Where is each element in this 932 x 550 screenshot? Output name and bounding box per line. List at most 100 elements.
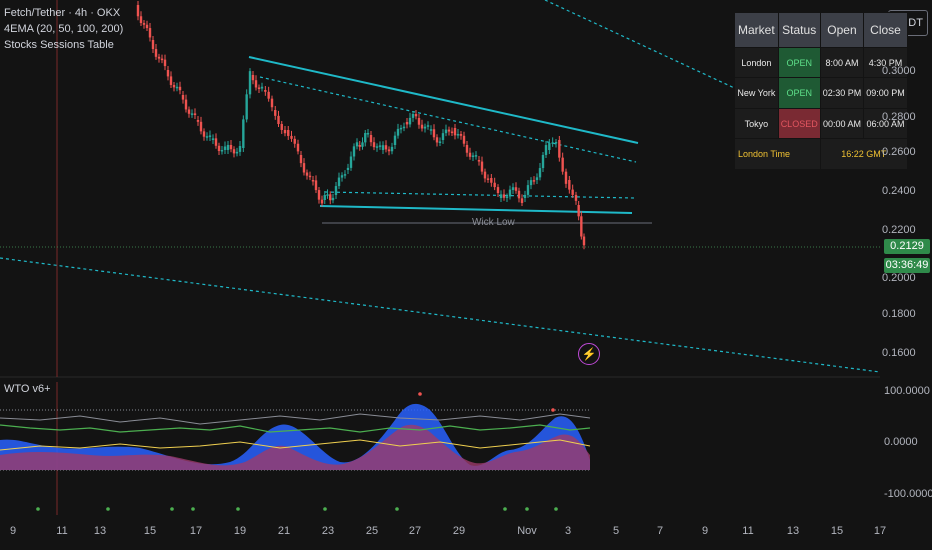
signal-dot [106,507,110,511]
time-tick: 7 [656,525,664,537]
lower-dashed-line [324,191,635,199]
candle-body [462,135,466,144]
candle-body [320,199,324,204]
price-tick: 0.1600 [882,347,916,359]
time-tick: Nov [517,525,537,537]
oscillator-title[interactable]: WTO v6+ [4,383,51,395]
candle-body [548,143,551,150]
candle-body [399,127,403,130]
close-time: 09:00 PM [863,77,908,109]
oscillator-pane [0,392,591,511]
candle-body [558,140,561,158]
candle-body [450,131,454,134]
candle-body [456,134,460,136]
candle-body [178,86,182,91]
candle-body [311,180,315,182]
candle-body [502,194,506,198]
candle-body [402,126,406,129]
candle-body [323,195,326,200]
candle-body [283,129,287,134]
candle-body [235,151,239,154]
candle-body [290,135,293,139]
candle-body [471,155,475,158]
lightning-icon[interactable]: ⚡ [578,343,600,365]
candle-body [355,142,359,147]
signal-dot [554,507,558,511]
candle-body [287,130,290,136]
candle-body [493,182,496,188]
candle-body [423,126,427,129]
sessions-indicator-label[interactable]: Stocks Sessions Table [4,39,114,51]
candle-body [447,129,451,132]
candle-body [148,28,152,38]
ema-indicator-label[interactable]: 4EMA (20, 50, 100, 200) [4,23,124,35]
candle-body [582,236,586,246]
candle-body [511,187,515,190]
candle-body [175,86,179,89]
symbol-title[interactable]: Fetch/Tether · 4h · OKX [4,7,121,19]
candle-body [514,187,518,191]
candle-body [352,146,356,157]
table-row: London OPEN 8:00 AM 4:30 PM [734,46,908,79]
candle-body [444,129,448,134]
time-tick: 9 [9,525,17,537]
candle-body [568,180,571,190]
signal-dot [395,507,399,511]
london-time-label: London Time [734,138,821,170]
candle-body [384,145,388,150]
header-open: Open [819,12,865,48]
candle-body [293,138,296,144]
upper-trendline [248,56,639,144]
candle-body [317,190,321,200]
candle-body [334,186,338,195]
candle-body [420,124,424,129]
candle-body [337,177,341,187]
signal-dot [323,507,327,511]
candle-body [145,24,149,29]
candle-body [432,129,436,138]
candle-body [196,120,200,122]
candle-body [260,86,264,89]
candle-body [435,137,439,143]
time-tick: 27 [408,525,422,537]
candle-body [326,194,329,196]
candle-body [474,155,478,157]
open-time: 8:00 AM [819,46,865,79]
candle-body [136,5,140,17]
signal-dot [503,507,507,511]
price-tick: 0.2800 [882,111,916,123]
candle-body [139,16,143,24]
candle-body [381,145,385,150]
candle-body [296,143,300,152]
candle-body [214,138,218,146]
long-dashed-line-bottom [0,257,881,373]
market-name: London [734,46,779,79]
candle-body [561,157,564,172]
candle-body [151,40,155,50]
status-badge: OPEN [777,46,821,79]
candle-body [529,180,533,186]
time-tick: 11 [742,525,754,537]
candle-body [226,144,230,150]
candle-body [490,178,493,183]
countdown-tag: 03:36:49 [884,258,930,273]
candle-body [277,115,280,125]
osc-level-bottom: -100.0000 [884,488,932,500]
candle-body [453,128,457,136]
candle-body [505,196,509,198]
candle-body [477,160,481,162]
signal-dot [418,392,422,396]
candle-body [154,49,158,57]
time-tick: 19 [233,525,247,537]
candle-body [329,194,332,201]
candle-body [508,189,512,197]
candle-body [193,113,197,116]
time-tick: 21 [277,525,291,537]
candle-body [571,189,574,195]
candle-body [199,121,203,132]
time-tick: 17 [873,525,887,537]
candle-body [390,146,394,152]
time-tick: 23 [321,525,335,537]
candle-body [331,197,335,201]
